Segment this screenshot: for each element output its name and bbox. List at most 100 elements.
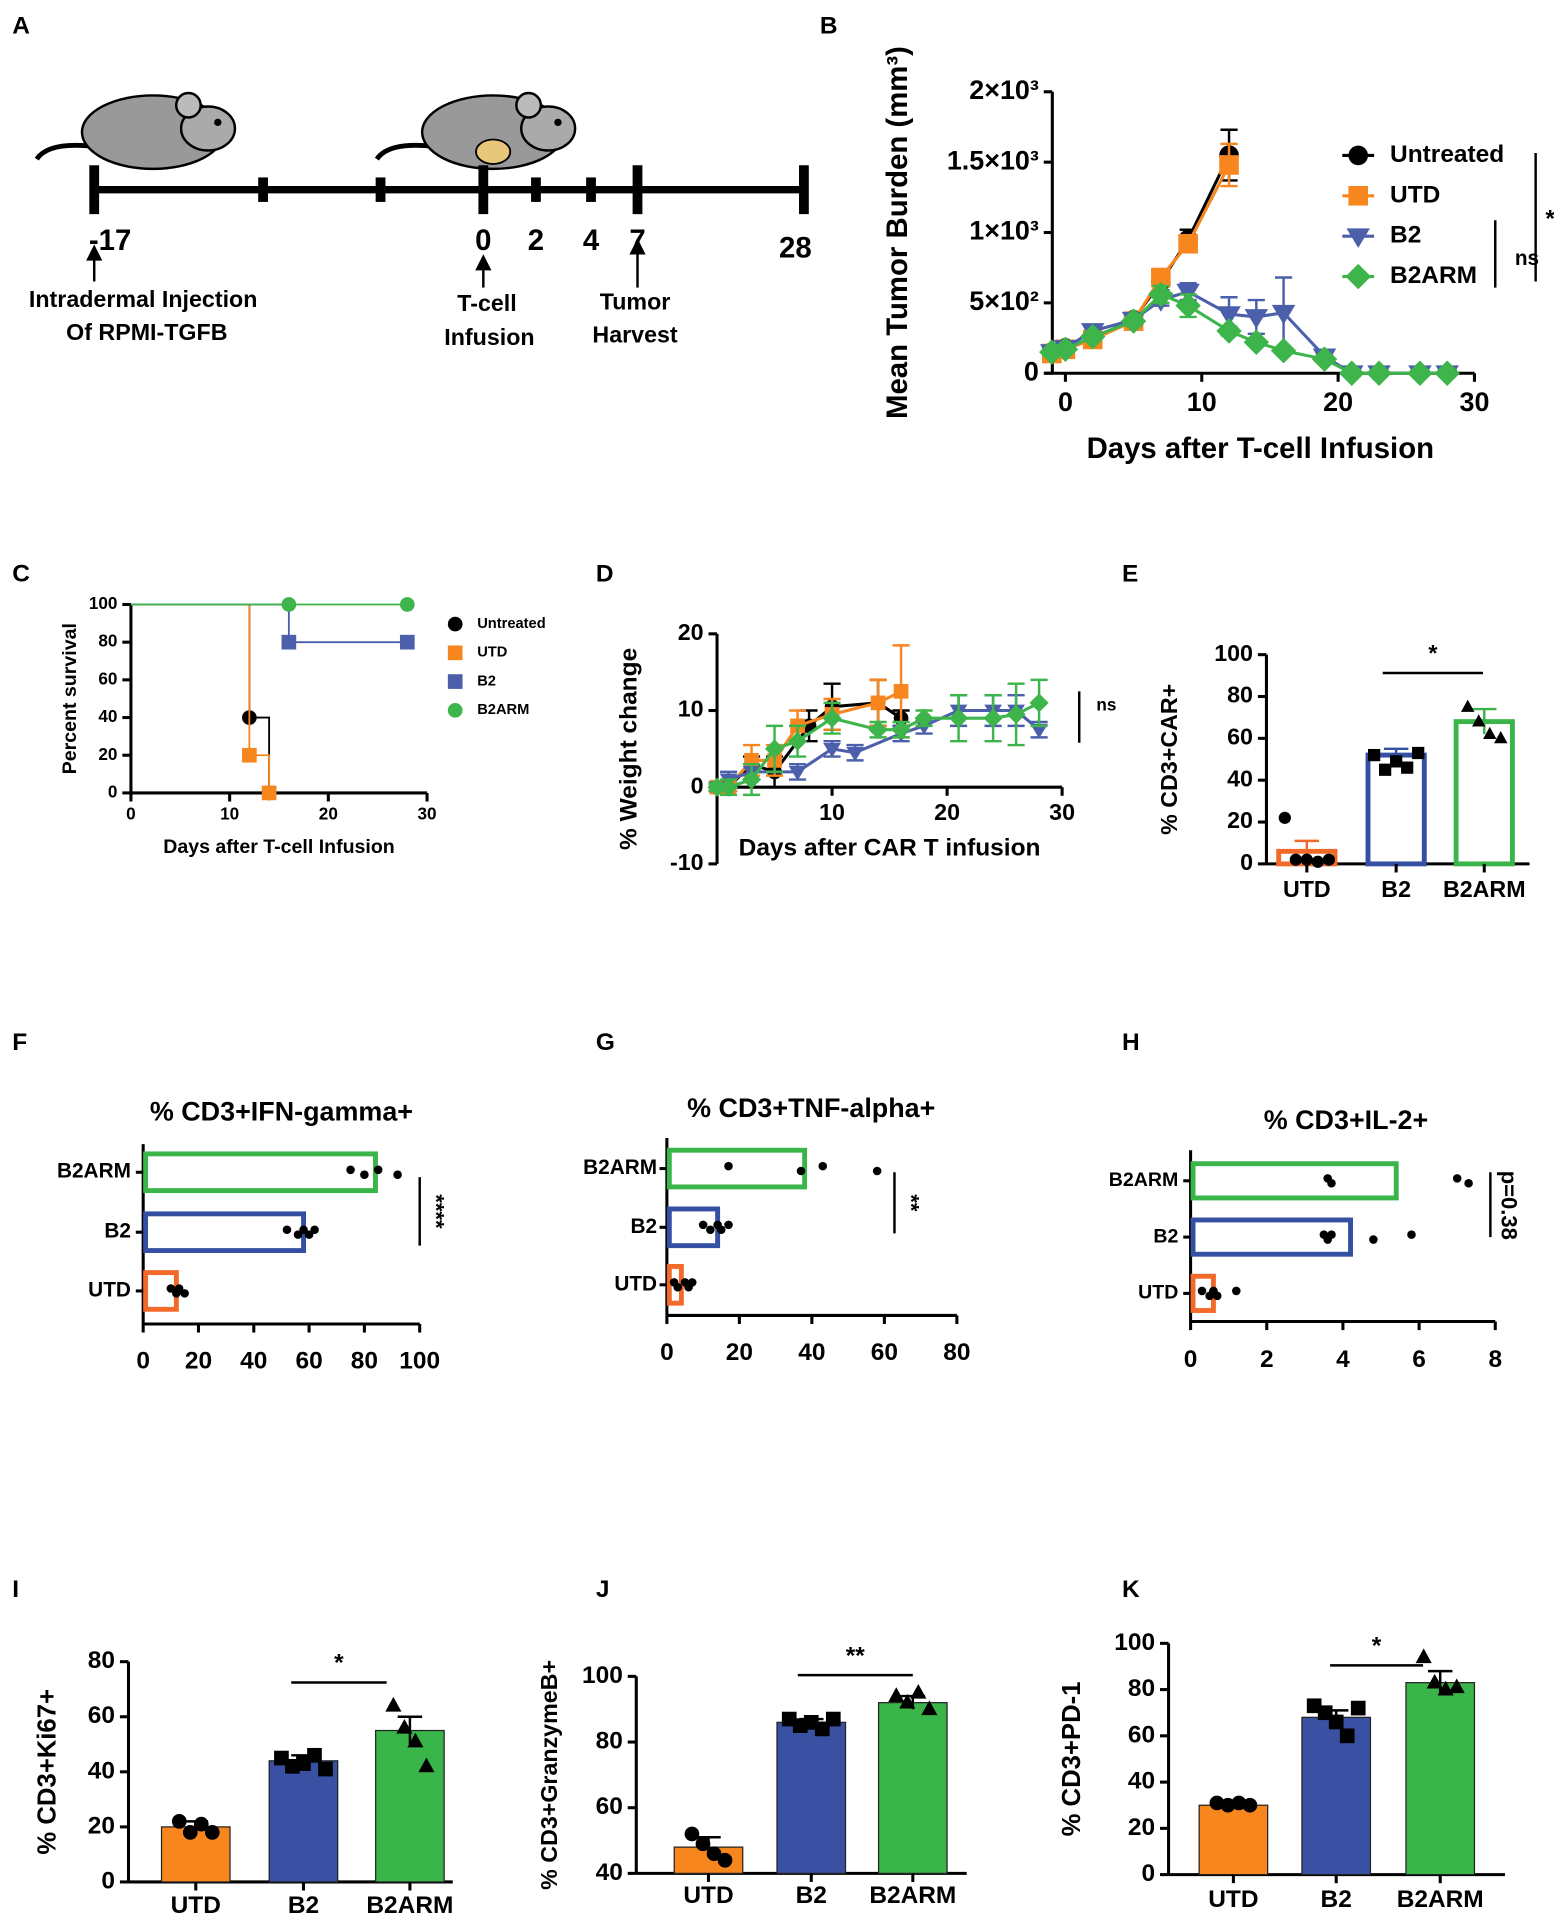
marker [765, 739, 785, 759]
timeline-label: 2 [528, 224, 544, 257]
y-tick-label: B2ARM [1109, 1169, 1179, 1191]
y-tick-label: 60 [596, 1793, 623, 1820]
y-tick-label: 80 [1128, 1675, 1155, 1702]
marker [393, 1170, 402, 1179]
marker [193, 1816, 209, 1832]
x-axis-label: Days after T-cell Infusion [163, 836, 395, 858]
annotation: ns [1515, 247, 1539, 270]
x-tick-label: B2 [1381, 876, 1411, 902]
y-tick-label: B2 [1153, 1225, 1178, 1247]
annotation: **** [424, 1194, 449, 1229]
marker [1350, 1700, 1366, 1716]
event-label: Intradermal Injection [29, 286, 258, 312]
y-tick-label: 5×10² [969, 286, 1039, 316]
bar [143, 1211, 307, 1254]
marker [893, 684, 909, 699]
marker [742, 770, 762, 790]
marker [717, 1852, 733, 1868]
panel-label: A [12, 12, 30, 39]
event-label: Of RPMI-TGFB [66, 319, 227, 345]
marker [1216, 318, 1242, 344]
panel-a: A -17 0 2 4 7 28 [12, 12, 811, 350]
marker [1348, 186, 1369, 206]
marker [1390, 755, 1403, 768]
marker [823, 742, 841, 758]
marker [673, 1282, 683, 1292]
legend-label: B2ARM [477, 702, 529, 718]
marker [719, 777, 739, 797]
marker [872, 1166, 882, 1176]
event-arrows [86, 238, 646, 288]
marker [447, 645, 463, 661]
panel-label: F [12, 1029, 27, 1056]
survival-line [130, 603, 408, 644]
marker [1197, 1286, 1207, 1296]
marker [399, 597, 415, 612]
x-tick-label: B2 [1321, 1886, 1352, 1913]
chart-title: % CD3+TNF-alpha+ [687, 1093, 935, 1123]
x-tick-label: 20 [1323, 387, 1353, 417]
marker [318, 1761, 333, 1777]
bar [1405, 1682, 1476, 1876]
y-axis-label: % Weight change [616, 648, 643, 850]
marker [293, 1230, 303, 1239]
marker [1220, 1797, 1236, 1813]
marker [818, 1161, 828, 1171]
marker [899, 1693, 916, 1709]
y-tick-label: 0 [101, 1867, 115, 1894]
bar [1453, 719, 1515, 867]
marker [706, 1225, 715, 1235]
y-tick-label: 0 [108, 781, 118, 801]
y-axis-label: % CD3+Ki67+ [34, 1689, 62, 1855]
bar [268, 1760, 339, 1883]
y-axis-label: Percent survival [59, 623, 81, 774]
marker [1472, 714, 1486, 727]
timeline-label: 28 [779, 231, 812, 264]
y-tick-label: 20 [88, 1812, 115, 1839]
panel-label: J [596, 1576, 610, 1603]
marker [282, 1225, 292, 1235]
x-tick-label: 8 [1488, 1346, 1502, 1373]
marker [724, 1161, 733, 1171]
marker [346, 1165, 355, 1175]
marker [825, 1711, 841, 1727]
marker [171, 1814, 187, 1829]
y-tick-label: 20 [1227, 807, 1253, 833]
y-tick-label: -10 [670, 849, 704, 875]
y-tick-label: UTD [88, 1278, 131, 1301]
bar [776, 1721, 847, 1874]
y-tick-label: B2 [104, 1220, 131, 1243]
marker [822, 708, 842, 728]
bar [1190, 1161, 1399, 1201]
x-tick-label: 0 [126, 803, 136, 823]
x-tick-label: 40 [798, 1339, 825, 1366]
annotation: ** [846, 1642, 866, 1669]
y-tick-label: 0 [1141, 1860, 1155, 1887]
annotation: * [1545, 206, 1554, 233]
panel-label: K [1122, 1576, 1140, 1603]
x-tick-label: 60 [295, 1347, 322, 1374]
marker [261, 785, 277, 801]
y-tick-label: 60 [98, 668, 117, 688]
y-tick-label: 60 [88, 1702, 115, 1729]
y-axis-label: Mean Tumor Burden (mm³) [881, 46, 914, 419]
bar [666, 1147, 808, 1190]
y-tick-label: 40 [88, 1757, 115, 1784]
marker [242, 747, 257, 763]
panel-label: E [1122, 561, 1138, 588]
marker [281, 634, 297, 650]
marker [983, 708, 1003, 728]
x-tick-label: 20 [185, 1347, 212, 1374]
x-tick-label: 60 [871, 1339, 898, 1366]
y-tick-label: UTD [614, 1272, 657, 1295]
y-axis-label: % CD3+GranzymeB+ [536, 1660, 562, 1890]
marker [296, 1756, 311, 1771]
marker [1494, 731, 1508, 744]
y-axis-label: % CD3+PD-1 [1058, 1682, 1086, 1837]
legend-label: Untreated [477, 616, 545, 632]
marker [1322, 853, 1335, 866]
marker [1426, 1673, 1443, 1689]
y-tick-label: 100 [1114, 1629, 1155, 1656]
marker [1407, 360, 1433, 386]
